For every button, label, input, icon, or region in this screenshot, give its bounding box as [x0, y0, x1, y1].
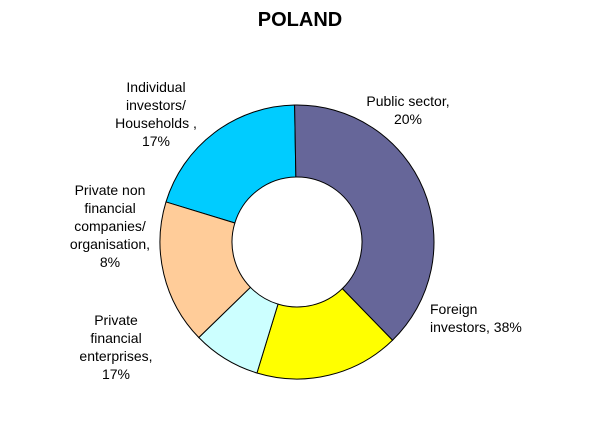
donut-slice-individual-investors-households — [159, 201, 252, 339]
slice-label-foreign-investors: Foreign investors, 38% — [430, 301, 522, 335]
slice-label-public-sector: Public sector, 20% — [366, 93, 450, 127]
donut-slice-public-sector — [165, 104, 297, 224]
slice-label-individual-investors: Individual investors/ Households , 17% — [115, 79, 197, 149]
slice-label-private-non-financial-companies: Private non financial companies/ organis… — [69, 182, 151, 270]
donut-slice-foreign-investors — [294, 104, 435, 341]
chart-title: POLAND — [257, 9, 343, 31]
donut-slice-private-financial-enterprises — [256, 287, 394, 380]
slice-label-private-financial-enterprises: Private financial enterprises, 17% — [79, 312, 153, 382]
